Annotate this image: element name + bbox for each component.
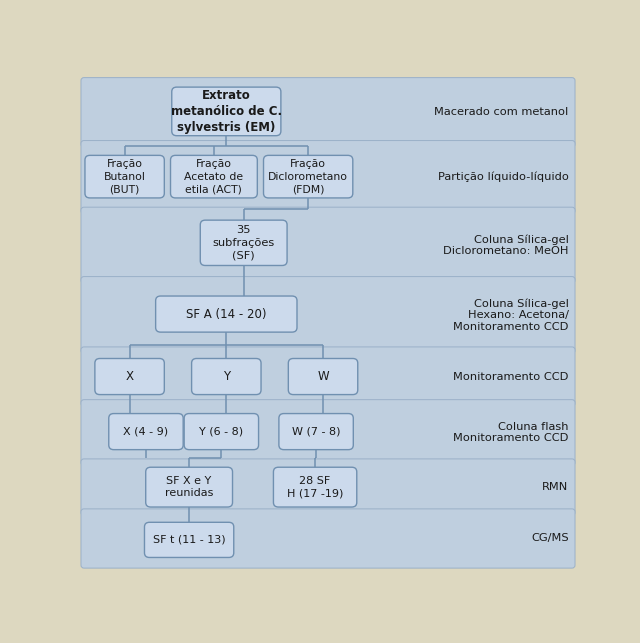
Text: Partição líquido-líquido: Partição líquido-líquido — [438, 172, 568, 183]
Text: Y: Y — [223, 370, 230, 383]
FancyBboxPatch shape — [81, 509, 575, 568]
Text: SF X e Y
reunidas: SF X e Y reunidas — [165, 476, 213, 498]
Text: Extrato
metanólico de C.
sylvestris (EM): Extrato metanólico de C. sylvestris (EM) — [171, 89, 282, 134]
FancyBboxPatch shape — [85, 156, 164, 198]
FancyBboxPatch shape — [145, 522, 234, 557]
FancyBboxPatch shape — [81, 207, 575, 283]
Text: Coluna Sílica-gel
Hexano: Acetona/
Monitoramento CCD: Coluna Sílica-gel Hexano: Acetona/ Monit… — [453, 298, 568, 332]
FancyBboxPatch shape — [81, 276, 575, 354]
FancyBboxPatch shape — [279, 413, 353, 449]
FancyBboxPatch shape — [200, 220, 287, 266]
FancyBboxPatch shape — [288, 359, 358, 395]
FancyBboxPatch shape — [146, 467, 232, 507]
FancyBboxPatch shape — [191, 359, 261, 395]
Text: SF t (11 - 13): SF t (11 - 13) — [153, 535, 225, 545]
FancyBboxPatch shape — [156, 296, 297, 332]
FancyBboxPatch shape — [95, 359, 164, 395]
Text: RMN: RMN — [542, 482, 568, 492]
Text: Coluna flash
Monitoramento CCD: Coluna flash Monitoramento CCD — [453, 422, 568, 443]
Text: Fração
Butanol
(BUT): Fração Butanol (BUT) — [104, 159, 145, 194]
Text: Macerado com metanol: Macerado com metanol — [435, 107, 568, 117]
Text: W: W — [317, 370, 329, 383]
Text: 35
subfrações
(SF): 35 subfrações (SF) — [212, 226, 275, 260]
FancyBboxPatch shape — [109, 413, 183, 449]
Text: Monitoramento CCD: Monitoramento CCD — [453, 372, 568, 381]
FancyBboxPatch shape — [172, 87, 281, 136]
Text: X: X — [125, 370, 134, 383]
Text: CG/MS: CG/MS — [531, 534, 568, 543]
Text: W (7 - 8): W (7 - 8) — [292, 426, 340, 437]
FancyBboxPatch shape — [170, 156, 257, 198]
FancyBboxPatch shape — [81, 347, 575, 406]
Text: X (4 - 9): X (4 - 9) — [124, 426, 168, 437]
Text: Coluna Sílica-gel
Diclorometano: MeOH: Coluna Sílica-gel Diclorometano: MeOH — [443, 234, 568, 256]
Text: SF A (14 - 20): SF A (14 - 20) — [186, 307, 267, 321]
Text: Y (6 - 8): Y (6 - 8) — [199, 426, 243, 437]
FancyBboxPatch shape — [81, 141, 575, 213]
FancyBboxPatch shape — [273, 467, 356, 507]
Text: 28 SF
H (17 -19): 28 SF H (17 -19) — [287, 476, 343, 498]
FancyBboxPatch shape — [264, 156, 353, 198]
FancyBboxPatch shape — [184, 413, 259, 449]
Text: Fração
Diclorometano
(FDM): Fração Diclorometano (FDM) — [268, 159, 348, 194]
Text: Fração
Acetato de
etila (ACT): Fração Acetato de etila (ACT) — [184, 159, 243, 194]
FancyBboxPatch shape — [81, 78, 575, 147]
FancyBboxPatch shape — [81, 400, 575, 466]
FancyBboxPatch shape — [81, 459, 575, 515]
